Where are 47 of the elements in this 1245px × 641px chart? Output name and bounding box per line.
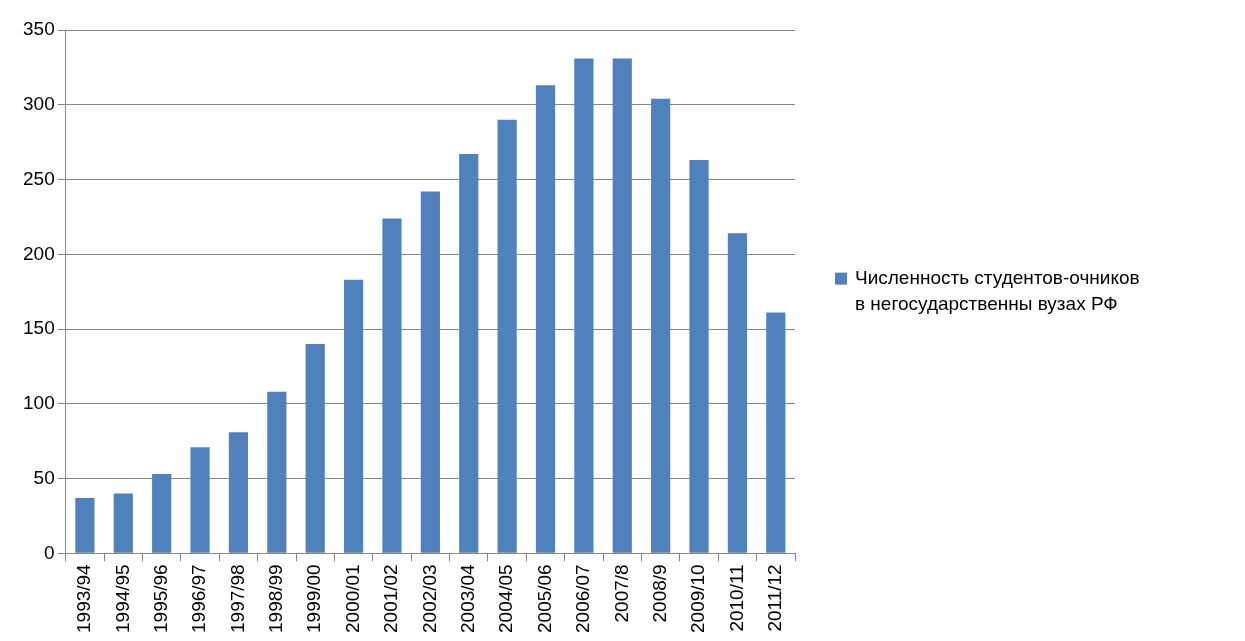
y-tick-label: 100 <box>23 392 55 414</box>
bar <box>382 218 402 553</box>
x-tick-label: 1995/96 <box>149 564 171 634</box>
x-tick-label: 2001/02 <box>380 564 402 634</box>
y-tick-label: 50 <box>33 466 55 488</box>
x-tick-label: 2009/10 <box>687 564 709 634</box>
x-tick-label: 2003/04 <box>456 563 478 634</box>
bar <box>651 98 671 553</box>
y-tick-label: 250 <box>23 167 55 189</box>
y-tick-label: 150 <box>23 317 55 339</box>
bar <box>689 160 709 553</box>
bar <box>574 58 594 553</box>
bar <box>727 233 748 553</box>
bar <box>459 154 479 553</box>
bar <box>766 312 786 553</box>
bar <box>612 58 632 553</box>
legend-label: Численность студентов-очников в негосударственны вузах РФ <box>855 266 1140 314</box>
y-tick-label: 300 <box>23 92 55 114</box>
bar <box>75 498 95 553</box>
bar <box>343 279 364 553</box>
x-tick-label: 1996/97 <box>188 564 210 634</box>
bar <box>535 85 556 553</box>
bar <box>190 447 210 553</box>
x-tick-label: 2008/9 <box>648 564 670 623</box>
x-tick-label: 2010/11 <box>725 564 747 632</box>
bar <box>420 191 440 553</box>
x-tick-label: 2011/12 <box>764 564 786 632</box>
y-tick-label: 350 <box>23 18 55 40</box>
bar <box>152 474 172 553</box>
x-tick-label: 1997/98 <box>226 564 248 634</box>
x-tick-label: 2000/01 <box>341 564 363 634</box>
y-tick-label: 0 <box>44 541 55 563</box>
x-tick-label: 1999/00 <box>303 564 325 634</box>
x-tick-label: 2005/06 <box>533 564 555 634</box>
x-tick-label: 1994/95 <box>111 564 133 634</box>
bar <box>305 343 325 553</box>
bar <box>113 493 133 553</box>
y-tick-label: 200 <box>23 242 55 264</box>
bar <box>267 391 287 553</box>
bar <box>497 119 517 553</box>
x-tick-label: 2004/05 <box>495 564 517 634</box>
x-tick-label: 2007/8 <box>610 564 632 623</box>
x-tick-label: 2002/03 <box>418 564 440 634</box>
x-tick-label: 1993/94 <box>73 563 95 634</box>
x-tick-label: 1998/99 <box>265 564 287 634</box>
x-tick-label: 2006/07 <box>572 564 594 634</box>
bar <box>228 432 249 553</box>
